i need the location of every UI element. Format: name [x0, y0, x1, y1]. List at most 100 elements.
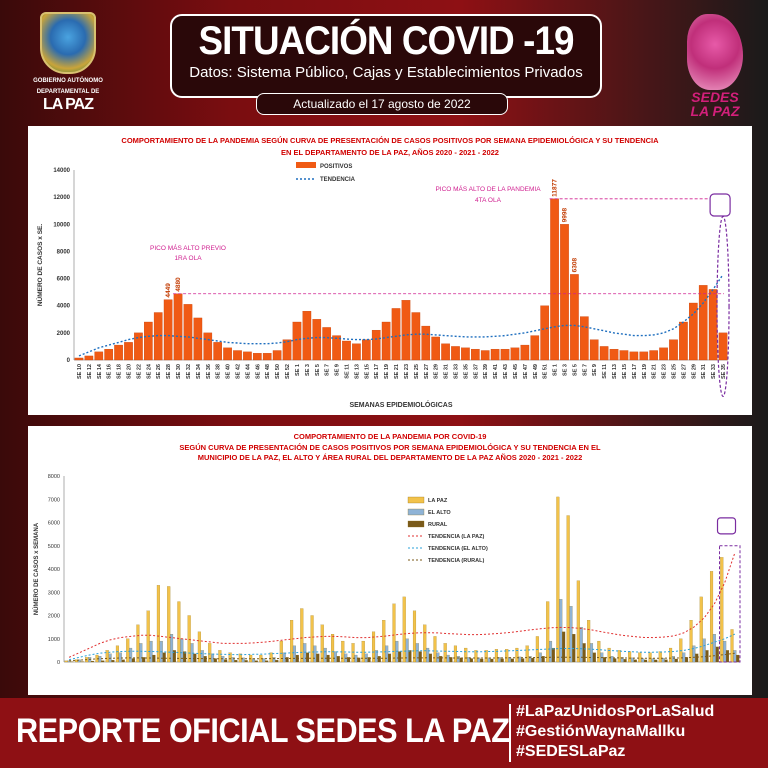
chart2-bar-la-paz: [720, 557, 724, 663]
chart2-bar-la-paz: [320, 624, 324, 663]
chart2-bar-rural: [367, 657, 371, 663]
chart2-bar-la-paz: [382, 620, 386, 663]
chart2-bar-el-alto: [77, 659, 81, 663]
chart2-bar-la-paz: [566, 515, 570, 663]
chart2-bar-rural: [521, 658, 525, 663]
chart2-bar-rural: [408, 650, 412, 663]
chart2-bar-el-alto: [569, 606, 573, 663]
chart2-bar-rural: [736, 654, 740, 663]
chart1-xtick-label: SE 9: [592, 364, 598, 376]
chart2-bar-la-paz: [156, 585, 160, 663]
chart2-title: COMPORTAMIENTO DE LA PANDEMIA POR COVID-…: [293, 432, 487, 441]
chart2-bar-la-paz: [648, 652, 652, 663]
chart1-bar: [471, 348, 480, 361]
chart1-xtick-label: SE 11: [602, 364, 608, 379]
sedes-logo: SEDES LA PAZ: [680, 14, 750, 124]
chart1-bar: [193, 317, 203, 361]
chart2-bar-la-paz: [146, 610, 150, 663]
chart1-bar: [659, 347, 668, 361]
chart2-bar-rural: [244, 660, 248, 663]
chart1-bar: [203, 332, 213, 361]
chart2-ytick-label: 3000: [48, 590, 60, 596]
chart1-annotation: 1RA OLA: [174, 255, 202, 262]
chart2-bar-la-paz: [167, 586, 171, 663]
chart1-xtick-label: SE 41: [493, 364, 499, 379]
chart2-bar-la-paz: [392, 603, 396, 663]
chart2-bar-rural: [510, 658, 514, 663]
chart1-bar: [371, 329, 381, 361]
logo-left-text3: LA PAZ: [43, 96, 94, 113]
chart2-bar-rural: [715, 646, 719, 663]
chart1-xtick-label: SE 36: [206, 364, 212, 379]
chart1-xtick-label: SE 50: [275, 364, 281, 379]
chart1-ytick-label: 2000: [57, 331, 71, 337]
map-icon: [687, 14, 743, 90]
chart1-data-label: 11877: [552, 179, 559, 197]
chart1-xtick-label: SE 34: [196, 363, 202, 379]
chart1-xtick-label: SE 40: [226, 364, 232, 379]
chart1-bar: [213, 342, 222, 361]
chart2-legend-label: TENDENCIA (LA PAZ): [428, 534, 484, 540]
chart1-xtick-label: SE 25: [414, 364, 420, 379]
chart1-xtick-label: SE 32: [186, 364, 192, 379]
chart2-bar-el-alto: [436, 652, 440, 663]
chart1-xtick-label: SE 12: [87, 364, 93, 379]
chart1-bar: [570, 274, 579, 361]
chart2-bar-rural: [613, 658, 617, 663]
chart1-xtick-label: SE 9: [335, 364, 341, 376]
chart1-data-label: 4449: [165, 283, 172, 298]
chart2-bar-el-alto: [333, 651, 337, 663]
chart2-bar-rural: [101, 660, 105, 663]
chart2-trend-line: [68, 633, 736, 661]
chart2-bar-la-paz: [546, 601, 550, 663]
chart2-bar-rural: [347, 657, 351, 663]
chart1-xtick-label: SE 7: [582, 364, 588, 376]
chart1-bar: [669, 339, 678, 361]
chart2-bar-rural: [531, 657, 535, 663]
chart1-xtick-label: SE 35: [721, 364, 727, 379]
chart2-bar-rural: [500, 658, 504, 663]
chart1-bar: [629, 351, 639, 361]
chart1-xtick-label: SE 35: [463, 364, 469, 379]
chart2-legend-label: TENDENCIA (EL ALTO): [428, 546, 488, 552]
chart1-bar: [698, 285, 708, 361]
chart2-ytick-label: 8000: [48, 474, 60, 480]
chart1-xtick-label: SE 10: [77, 364, 83, 379]
chart2-bar-rural: [121, 659, 125, 663]
chart2-bar-rural: [377, 656, 381, 663]
chart1-xtick-label: SE 37: [473, 364, 479, 379]
chart2-bar-el-alto: [733, 650, 737, 663]
chart1-xtick-label: SE 18: [117, 364, 123, 379]
chart2-bar-la-paz: [64, 660, 68, 663]
chart2-bar-el-alto: [548, 640, 553, 663]
chart2-bar-rural: [162, 652, 166, 663]
chart1-xtick-label: SE 31: [701, 364, 707, 379]
chart1-x-axis-label: SEMANAS EPIDEMIOLÓGICAS: [349, 400, 452, 409]
chart1-xtick-label: SE 19: [642, 364, 648, 379]
chart2-bar-el-alto: [723, 640, 727, 663]
hashtag-1: #LaPazUnidosPorLaSalud: [516, 703, 715, 720]
chart1-xtick-label: SE 3: [305, 364, 311, 376]
chart1-bar: [104, 348, 113, 361]
chart1-bar: [560, 224, 569, 361]
chart1-xtick-label: SE 20: [127, 364, 133, 379]
chart2-bar-la-paz: [689, 620, 693, 663]
chart2-bar-rural: [265, 660, 269, 663]
chart2-bar-rural: [193, 653, 197, 663]
chart2-bar-la-paz: [484, 650, 488, 663]
chart2-bar-la-paz: [126, 638, 130, 663]
chart2-bar-la-paz: [433, 636, 437, 663]
chart1-bar: [530, 335, 540, 361]
chart1-bar: [580, 316, 589, 361]
title-box: SITUACIÓN COVID -19 Datos: Sistema Públi…: [170, 14, 602, 98]
chart1-xtick-label: SE 48: [265, 364, 271, 379]
chart2-bar-la-paz: [208, 643, 212, 663]
update-date: Actualizado el 17 agosto de 2022: [256, 93, 508, 115]
chart2-bar-rural: [469, 658, 473, 663]
chart2-legend-swatch: [407, 520, 425, 528]
chart2-svg: 0 1000 2000 3000 4000 5000 6000 7000 8000 NÚMERO …: [33, 474, 741, 666]
chart1-ytick-label: 8000: [57, 249, 71, 255]
chart1-ytick-label: 6000: [57, 277, 71, 283]
chart1-bar: [510, 347, 520, 361]
chart1-bar: [391, 308, 401, 361]
